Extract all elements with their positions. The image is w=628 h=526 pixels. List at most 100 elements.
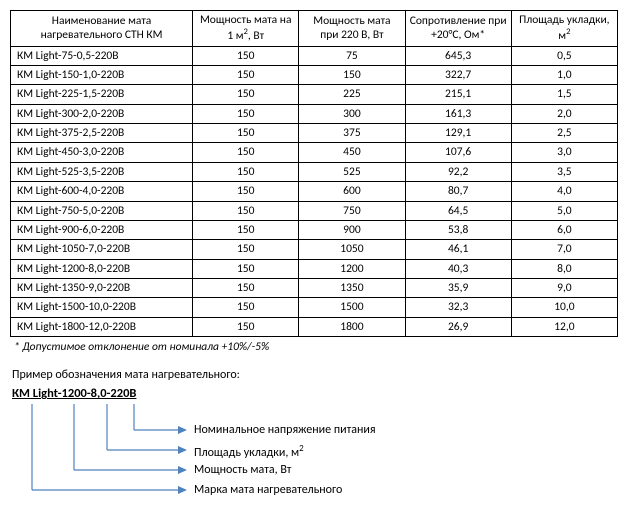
- row-label: КМ Light-525-3,5-220В: [11, 162, 193, 181]
- diagram-label-area: Площадь укладки, м2: [194, 443, 304, 460]
- cell: 322,7: [405, 65, 511, 84]
- cell: 3,5: [511, 162, 617, 181]
- row-label: КМ Light-600-4,0-220В: [11, 182, 193, 201]
- cell: 107,6: [405, 143, 511, 162]
- cell: 215,1: [405, 85, 511, 104]
- cell: 10,0: [511, 298, 617, 317]
- cell: 150: [193, 85, 299, 104]
- table-row: КМ Light-450-3,0-220В150450107,63,0: [11, 143, 618, 162]
- table-row: КМ Light-1500-10,0-220В150150032,310,0: [11, 298, 618, 317]
- col-header-3: Сопротивление при +20°С, Ом*: [405, 11, 511, 47]
- cell: 900: [299, 220, 405, 239]
- row-label: КМ Light-1500-10,0-220В: [11, 298, 193, 317]
- cell: 1,5: [511, 85, 617, 104]
- diagram-caption: Пример обозначения мата нагревательного:: [12, 368, 618, 382]
- cell: 150: [193, 317, 299, 336]
- diagram-label-power: Мощность мата, Вт: [194, 463, 291, 477]
- cell: 0,5: [511, 46, 617, 65]
- cell: 64,5: [405, 201, 511, 220]
- cell: 4,0: [511, 182, 617, 201]
- cell: 92,2: [405, 162, 511, 181]
- cell: 150: [193, 201, 299, 220]
- table-row: КМ Light-225-1,5-220В150225215,11,5: [11, 85, 618, 104]
- table-row: КМ Light-1350-9,0-220В150135035,99,0: [11, 279, 618, 298]
- cell: 150: [193, 279, 299, 298]
- cell: 46,1: [405, 240, 511, 259]
- cell: 300: [299, 104, 405, 123]
- cell: 750: [299, 201, 405, 220]
- cell: 645,3: [405, 46, 511, 65]
- cell: 26,9: [405, 317, 511, 336]
- cell: 225: [299, 85, 405, 104]
- cell: 75: [299, 46, 405, 65]
- specs-table: Наименование мата нагревательного СТН КМ…: [10, 10, 618, 337]
- table-row: КМ Light-600-4,0-220В15060080,74,0: [11, 182, 618, 201]
- cell: 12,0: [511, 317, 617, 336]
- table-row: КМ Light-75-0,5-220В15075645,30,5: [11, 46, 618, 65]
- cell: 1800: [299, 317, 405, 336]
- cell: 129,1: [405, 124, 511, 143]
- cell: 150: [193, 240, 299, 259]
- table-row: КМ Light-1050-7,0-220В150105046,17,0: [11, 240, 618, 259]
- cell: 53,8: [405, 220, 511, 239]
- cell: 450: [299, 143, 405, 162]
- table-row: КМ Light-525-3,5-220В15052592,23,5: [11, 162, 618, 181]
- cell: 375: [299, 124, 405, 143]
- table-row: КМ Light-375-2,5-220В150375129,12,5: [11, 124, 618, 143]
- table-row: КМ Light-300-2,0-220В150300161,32,0: [11, 104, 618, 123]
- row-label: КМ Light-375-2,5-220В: [11, 124, 193, 143]
- row-label: КМ Light-1800-12,0-220В: [11, 317, 193, 336]
- table-row: КМ Light-900-6,0-220В15090053,86,0: [11, 220, 618, 239]
- table-row: КМ Light-150-1,0-220В150150322,71,0: [11, 65, 618, 84]
- cell: 1050: [299, 240, 405, 259]
- row-label: КМ Light-1350-9,0-220В: [11, 279, 193, 298]
- row-label: КМ Light-900-6,0-220В: [11, 220, 193, 239]
- row-label: КМ Light-1050-7,0-220В: [11, 240, 193, 259]
- row-label: КМ Light-300-2,0-220В: [11, 104, 193, 123]
- cell: 150: [193, 143, 299, 162]
- cell: 1,0: [511, 65, 617, 84]
- cell: 150: [193, 65, 299, 84]
- cell: 150: [193, 182, 299, 201]
- cell: 150: [193, 124, 299, 143]
- cell: 150: [193, 220, 299, 239]
- cell: 150: [299, 65, 405, 84]
- cell: 150: [193, 298, 299, 317]
- cell: 161,3: [405, 104, 511, 123]
- table-row: КМ Light-1200-8,0-220В150120040,38,0: [11, 259, 618, 278]
- cell: 2,5: [511, 124, 617, 143]
- table-row: КМ Light-1800-12,0-220В150180026,912,0: [11, 317, 618, 336]
- cell: 2,0: [511, 104, 617, 123]
- diagram-lines: [12, 402, 202, 502]
- col-header-4: Площадь укладки, м2: [511, 11, 617, 47]
- designation-diagram: КМ Light-1200-8,0-220В Номинальное напря…: [12, 386, 618, 516]
- row-label: КМ Light-1200-8,0-220В: [11, 259, 193, 278]
- row-label: КМ Light-75-0,5-220В: [11, 46, 193, 65]
- col-header-0: Наименование мата нагревательного СТН КМ: [11, 11, 193, 47]
- cell: 40,3: [405, 259, 511, 278]
- cell: 150: [193, 104, 299, 123]
- diagram-label-voltage: Номинальное напряжение питания: [194, 423, 376, 437]
- cell: 7,0: [511, 240, 617, 259]
- example-code: КМ Light-1200-8,0-220В: [12, 386, 136, 401]
- cell: 80,7: [405, 182, 511, 201]
- cell: 1200: [299, 259, 405, 278]
- cell: 32,3: [405, 298, 511, 317]
- footnote: * Допустимое отклонение от номинала +10%…: [14, 340, 618, 354]
- cell: 150: [193, 162, 299, 181]
- row-label: КМ Light-750-5,0-220В: [11, 201, 193, 220]
- cell: 6,0: [511, 220, 617, 239]
- cell: 525: [299, 162, 405, 181]
- cell: 8,0: [511, 259, 617, 278]
- cell: 1500: [299, 298, 405, 317]
- table-row: КМ Light-750-5,0-220В15075064,55,0: [11, 201, 618, 220]
- cell: 3,0: [511, 143, 617, 162]
- cell: 1350: [299, 279, 405, 298]
- cell: 9,0: [511, 279, 617, 298]
- cell: 35,9: [405, 279, 511, 298]
- row-label: КМ Light-225-1,5-220В: [11, 85, 193, 104]
- cell: 150: [193, 46, 299, 65]
- diagram-label-brand: Марка мата нагревательного: [194, 483, 342, 497]
- row-label: КМ Light-150-1,0-220В: [11, 65, 193, 84]
- table-header-row: Наименование мата нагревательного СТН КМ…: [11, 11, 618, 47]
